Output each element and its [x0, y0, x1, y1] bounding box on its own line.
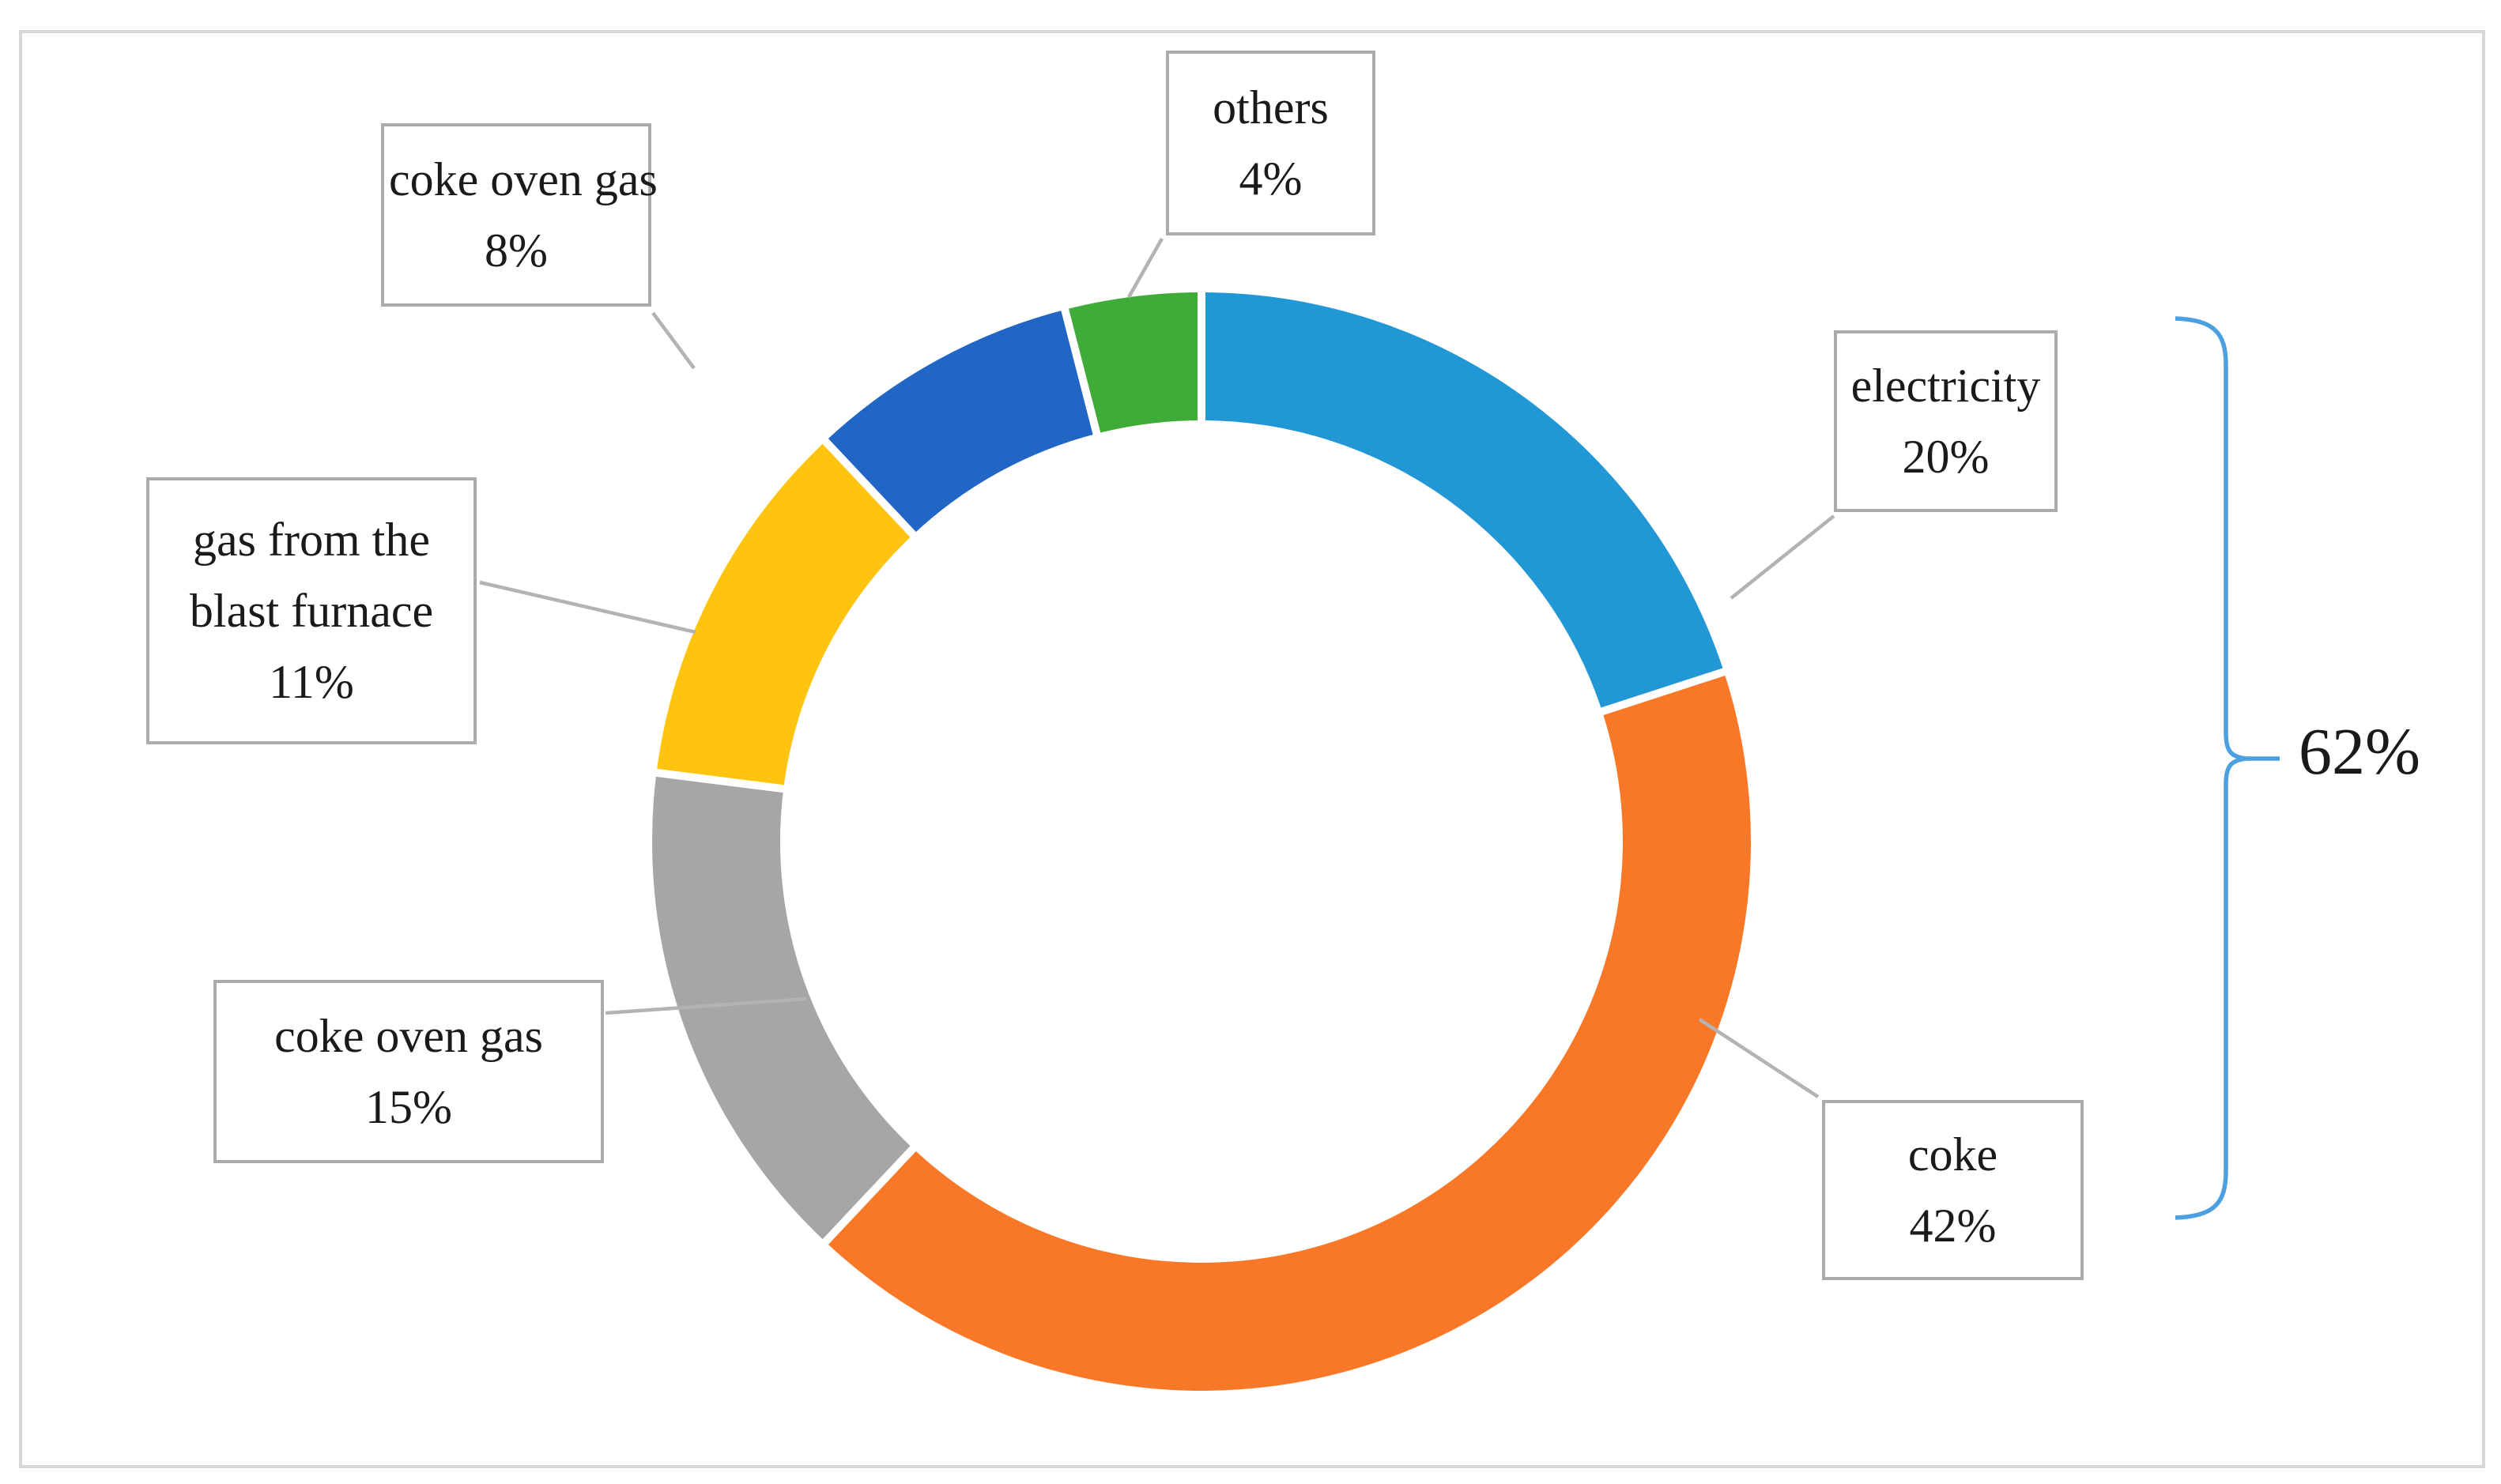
leader-line-electricity [1730, 514, 1835, 600]
donut-segment-electricity-20 [1201, 292, 1724, 712]
sum-annotation-62: 62% [2299, 715, 2420, 789]
callout-others-label: others [1213, 81, 1329, 134]
leader-line-coke-oven-gas-15 [605, 996, 807, 1015]
callout-coke-percent: 42% [1909, 1200, 1997, 1252]
segment-separator [819, 435, 919, 541]
callout-electricity-label: electricity [1850, 360, 2041, 412]
callout-electricity-percent: 20% [1902, 431, 1990, 483]
callout-coke-oven-gas-8-label: coke oven gas [389, 153, 658, 205]
callout-gas-blast-furnace-label: gas from the blast furnace [189, 514, 434, 637]
sum-bracket [2175, 316, 2280, 1220]
donut-segment-coke-oven-gas-15 [652, 772, 914, 1242]
sum-bracket-brace [2175, 316, 2247, 1220]
callout-others-percent: 4% [1239, 153, 1303, 205]
callout-coke-label: coke [1907, 1128, 1998, 1181]
callout-coke: coke 42% [1822, 1100, 2084, 1280]
callout-gas-blast-furnace-percent: 11% [269, 656, 354, 708]
donut-segment-others-4 [1065, 292, 1201, 434]
leader-line-others [1127, 237, 1164, 299]
segment-separator [1596, 666, 1730, 717]
leader-line-coke [1698, 1018, 1820, 1098]
callout-coke-oven-gas-15-label: coke oven gas [274, 1010, 543, 1062]
callout-others: others 4% [1166, 51, 1375, 235]
chart-outer-frame [19, 30, 2485, 1468]
callout-electricity: electricity 20% [1834, 330, 2058, 512]
donut-ring [651, 288, 1751, 1392]
callout-gas-blast-furnace: gas from the blast furnace 11% [146, 477, 477, 744]
callout-coke-oven-gas-8: coke oven gas 8% [381, 123, 658, 307]
donut-segment-coke-oven-gas-8 [825, 309, 1097, 535]
leader-lines [479, 237, 1835, 1098]
segment-separator [1059, 303, 1102, 439]
leader-line-gas-blast-furnace [479, 580, 696, 635]
callout-coke-oven-gas-8-percent: 8% [485, 224, 548, 277]
donut-segment-gas-from-the-blast-furnace-11 [656, 441, 914, 789]
donut-segment-coke-42 [825, 672, 1751, 1392]
leader-line-coke-oven-gas-8 [651, 311, 696, 370]
callout-coke-oven-gas-15-percent: 15% [365, 1081, 452, 1133]
segment-separator [819, 1142, 919, 1249]
callout-coke-oven-gas-15: coke oven gas 15% [213, 980, 604, 1163]
segment-separator [651, 768, 789, 793]
